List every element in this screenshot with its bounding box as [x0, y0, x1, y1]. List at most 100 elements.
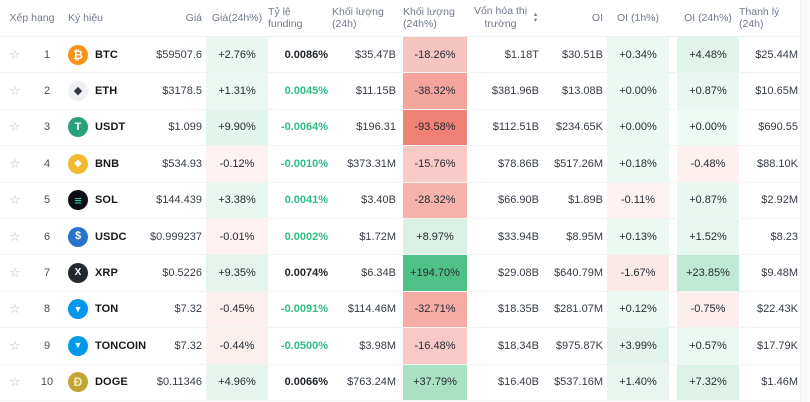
price-value: $7.32: [174, 339, 202, 352]
oi-change-1h: +0.00%: [607, 109, 669, 146]
oi-change-24h: +7.32%: [677, 364, 739, 400]
favorite-star-icon[interactable]: ☆: [9, 374, 21, 390]
volume-24h: $6.34B: [361, 267, 396, 280]
column-header-rank[interactable]: Xếp hạng: [9, 12, 55, 24]
table-header: Xếp hạng Ký hiệu Giá Giá(24h%) Tỷ lệ fun…: [0, 0, 800, 37]
liquidation-24h: $9.48M: [761, 267, 798, 280]
favorite-star-icon[interactable]: ☆: [9, 155, 21, 171]
symbol-cell[interactable]: X XRP: [64, 255, 142, 290]
favorite-cell: ☆: [0, 37, 30, 72]
funding-rate: 0.0045%: [284, 85, 328, 98]
funding-rate: -0.0500%: [280, 339, 328, 352]
funding-rate: 0.0086%: [284, 48, 328, 61]
volume-24h: $763.24M: [347, 376, 396, 389]
column-header-price-change-24h[interactable]: Giá(24h%): [211, 12, 263, 24]
column-header-volume-24h[interactable]: Khối lượng (24h): [332, 6, 384, 30]
symbol-cell[interactable]: ₿ BTC: [64, 37, 142, 72]
volume-change-24h: +37.79%: [403, 364, 467, 400]
volume-24h: $35.47B: [355, 48, 396, 61]
oi-change-1h: +3.99%: [607, 328, 669, 364]
price-value: $3178.5: [162, 85, 202, 98]
favorite-star-icon[interactable]: ☆: [9, 228, 21, 244]
symbol-cell[interactable]: ◆ ETH: [64, 73, 142, 108]
favorite-star-icon[interactable]: ☆: [9, 119, 21, 135]
symbol-cell[interactable]: ▼ TONCOIN: [64, 328, 146, 363]
coin-icon: T: [68, 117, 88, 138]
coin-name: USDC: [95, 230, 127, 243]
funding-rate: 0.0074%: [284, 267, 328, 280]
column-header-oi-24h[interactable]: OI (24h%): [684, 12, 732, 24]
column-header-oi-1h[interactable]: OI (1h%): [616, 12, 659, 24]
symbol-cell[interactable]: ≡ SOL: [64, 183, 142, 218]
table-row: ☆ 3 T USDT $1.099 +9.90% -0.0064% $196.3…: [0, 109, 800, 147]
column-header-symbol[interactable]: Ký hiệu: [68, 12, 104, 24]
favorite-star-icon[interactable]: ☆: [9, 83, 21, 99]
liquidation-24h: $10.65M: [755, 85, 798, 98]
coin-name: USDT: [95, 121, 126, 134]
sort-icon[interactable]: ▲ ▼: [533, 12, 539, 24]
favorite-star-icon[interactable]: ☆: [9, 192, 21, 208]
market-cap: $381.96B: [491, 85, 539, 98]
symbol-cell[interactable]: ▼ TON: [64, 292, 142, 327]
market-cap: $66.90B: [498, 194, 539, 207]
scrollbar-track[interactable]: [800, 0, 810, 402]
symbol-cell[interactable]: T USDT: [64, 110, 142, 145]
price-change-24h: +9.90%: [206, 109, 268, 146]
volume-24h: $1.72M: [359, 230, 396, 243]
column-header-price[interactable]: Giá: [185, 12, 202, 24]
symbol-cell[interactable]: ◆ BNB: [64, 146, 142, 181]
table-row: ☆ 4 ◆ BNB $534.93 -0.12% -0.0010% $373.3…: [0, 146, 800, 183]
funding-rate: -0.0091%: [280, 303, 328, 316]
market-cap-label: Vốn hóa thị trường: [473, 5, 528, 30]
liquidation-24h: $8.23: [770, 230, 798, 243]
favorite-star-icon[interactable]: ☆: [9, 46, 21, 62]
price-change-24h: +1.31%: [206, 73, 268, 109]
volume-change-24h: -93.58%: [403, 109, 467, 146]
table-row: ☆ 10 Ð DOGE $0.11346 +4.96% 0.0066% $763…: [0, 364, 800, 401]
favorite-star-icon[interactable]: ☆: [9, 265, 21, 281]
coin-name: ETH: [95, 85, 118, 98]
favorite-star-icon[interactable]: ☆: [9, 301, 21, 317]
rank-value: 7: [43, 267, 51, 280]
rank-value: 10: [40, 376, 54, 389]
table-body: ☆ 1 ₿ BTC $59507.6 +2.76% 0.0086% $35.47…: [0, 37, 800, 401]
oi-change-24h: -0.75%: [677, 291, 739, 328]
coin-name: TONCOIN: [95, 339, 147, 352]
open-interest: $8.95M: [566, 230, 603, 243]
rank-value: 4: [43, 157, 51, 170]
price-change-24h: -0.12%: [206, 146, 268, 182]
favorite-star-icon[interactable]: ☆: [9, 337, 21, 353]
price-value: $534.93: [162, 157, 202, 170]
liquidation-24h: $25.44M: [755, 48, 798, 61]
volume-24h: $196.31: [356, 121, 396, 134]
table-row: ☆ 6 $ USDC $0.999237 -0.01% 0.0002% $1.7…: [0, 218, 800, 256]
volume-change-24h: -15.76%: [403, 146, 467, 182]
symbol-cell[interactable]: Ð DOGE: [64, 365, 142, 400]
liquidation-24h: $1.46M: [761, 376, 798, 389]
coin-icon-glyph: ₿: [73, 47, 83, 62]
volume-change-24h: -18.26%: [403, 37, 467, 73]
price-change-24h: +9.35%: [206, 255, 268, 291]
coin-name: BTC: [95, 48, 118, 61]
column-header-liquidation-24h[interactable]: Thanh lý (24h): [739, 6, 780, 30]
coin-icon: X: [68, 263, 88, 284]
table-row: ☆ 9 ▼ TONCOIN $7.32 -0.44% -0.0500% $3.9…: [0, 328, 800, 365]
volume-24h: $11.15B: [355, 85, 396, 98]
column-header-oi[interactable]: OI: [591, 12, 603, 24]
price-value: $1.099: [168, 121, 202, 134]
oi-change-24h: +0.87%: [677, 182, 739, 218]
favorite-cell: ☆: [0, 292, 30, 327]
coin-icon-glyph: Ð: [73, 375, 83, 390]
oi-change-1h: +1.40%: [607, 364, 669, 400]
column-header-funding-rate[interactable]: Tỷ lệ funding: [268, 6, 303, 30]
open-interest: $975.87K: [555, 339, 603, 352]
coin-icon-glyph: ≡: [74, 192, 82, 208]
column-header-market-cap[interactable]: Vốn hóa thị trường ▲ ▼: [467, 5, 543, 30]
symbol-cell[interactable]: $ USDC: [64, 219, 142, 254]
column-header-volume-change-24h[interactable]: Khối lượng (24h%): [403, 6, 455, 30]
oi-change-24h: +0.00%: [677, 109, 739, 146]
coin-icon: ▼: [68, 299, 88, 320]
favorite-cell: ☆: [0, 110, 30, 145]
liquidation-24h: $88.10K: [757, 157, 798, 170]
